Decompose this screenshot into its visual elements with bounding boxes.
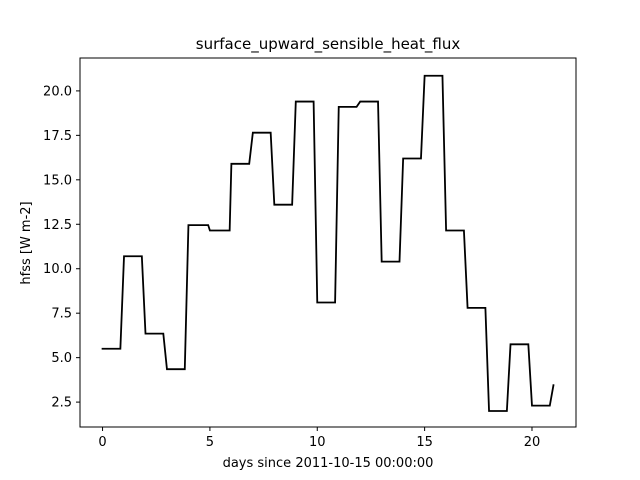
y-tick-label: 2.5 [51, 396, 72, 411]
y-tick-label: 20.0 [43, 84, 72, 99]
y-tick-label: 10.0 [43, 262, 72, 277]
x-tick-label: 20 [524, 435, 541, 450]
plot-area: 0 5 10 15 20 2.5 5.0 7.5 10.0 12.5 15.0 17.5 20.0 [43, 57, 577, 450]
chart-title: surface_upward_sensible_heat_flux [196, 35, 461, 54]
x-tick-label: 0 [98, 435, 106, 450]
y-tick-label: 15.0 [43, 173, 72, 188]
x-tick-label: 5 [206, 435, 214, 450]
axes-frame [79, 57, 577, 428]
x-tick-label: 15 [416, 435, 433, 450]
y-tick-label: 12.5 [43, 218, 72, 233]
y-axis-label: hfss [W m-2] [19, 201, 34, 284]
y-tick-label: 17.5 [43, 129, 72, 144]
y-tick-label: 7.5 [51, 307, 72, 322]
x-axis-label: days since 2011-10-15 00:00:00 [223, 456, 434, 471]
series-line-0 [101, 74, 555, 412]
y-tick-label: 5.0 [51, 351, 72, 366]
x-tick-label: 10 [309, 435, 326, 450]
